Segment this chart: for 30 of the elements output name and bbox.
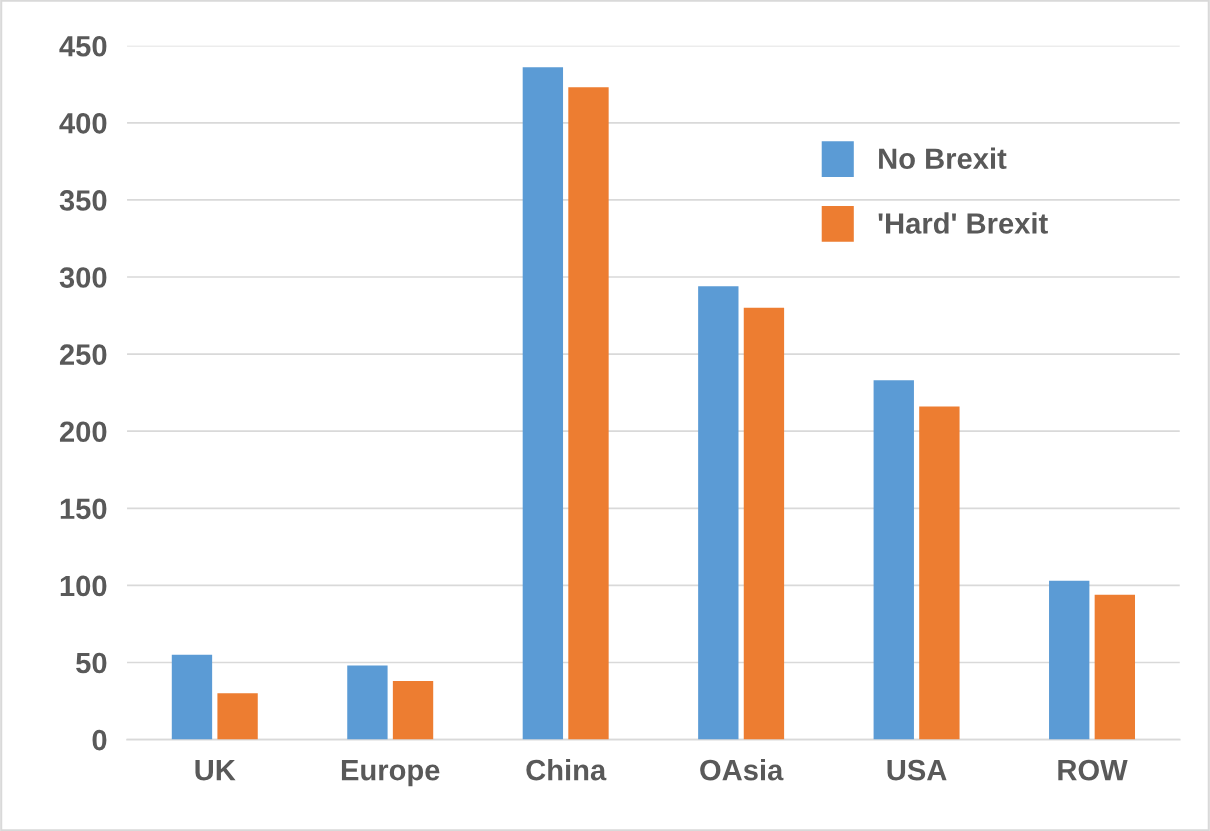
- bar: [568, 87, 609, 740]
- x-tick-label: ROW: [1058, 759, 1128, 781]
- y-tick-label: 100: [60, 575, 107, 597]
- y-tick-label: 350: [59, 190, 107, 211]
- y-tick-label: 450: [59, 35, 107, 57]
- legend-label: No Brexit: [879, 147, 1007, 170]
- bar: [1094, 594, 1136, 740]
- bar: [217, 693, 258, 740]
- x-tick-label: UK: [195, 760, 236, 781]
- x-tick-label: OAsia: [700, 759, 784, 781]
- y-tick-label: 50: [76, 652, 107, 674]
- bar: [919, 406, 960, 740]
- y-tick-label: 200: [59, 421, 107, 443]
- y-tick-label: 150: [60, 498, 107, 520]
- bar: [698, 286, 739, 740]
- y-tick-label: 400: [59, 113, 107, 134]
- x-tick-label: Europe: [341, 760, 440, 787]
- y-tick-label: 0: [92, 729, 107, 751]
- y-tick-label: 300: [59, 267, 107, 288]
- bar: [392, 681, 434, 740]
- bar: [1049, 580, 1090, 740]
- bar: [743, 307, 785, 740]
- x-tick-label: China: [526, 759, 607, 781]
- bar: [873, 380, 914, 740]
- legend-label: 'Hard' Brexit: [878, 212, 1048, 234]
- y-tick-label: 250: [59, 344, 107, 365]
- bar: [171, 654, 213, 740]
- x-tick-label: USA: [887, 759, 947, 781]
- bar: [347, 665, 388, 740]
- bar: [522, 67, 564, 740]
